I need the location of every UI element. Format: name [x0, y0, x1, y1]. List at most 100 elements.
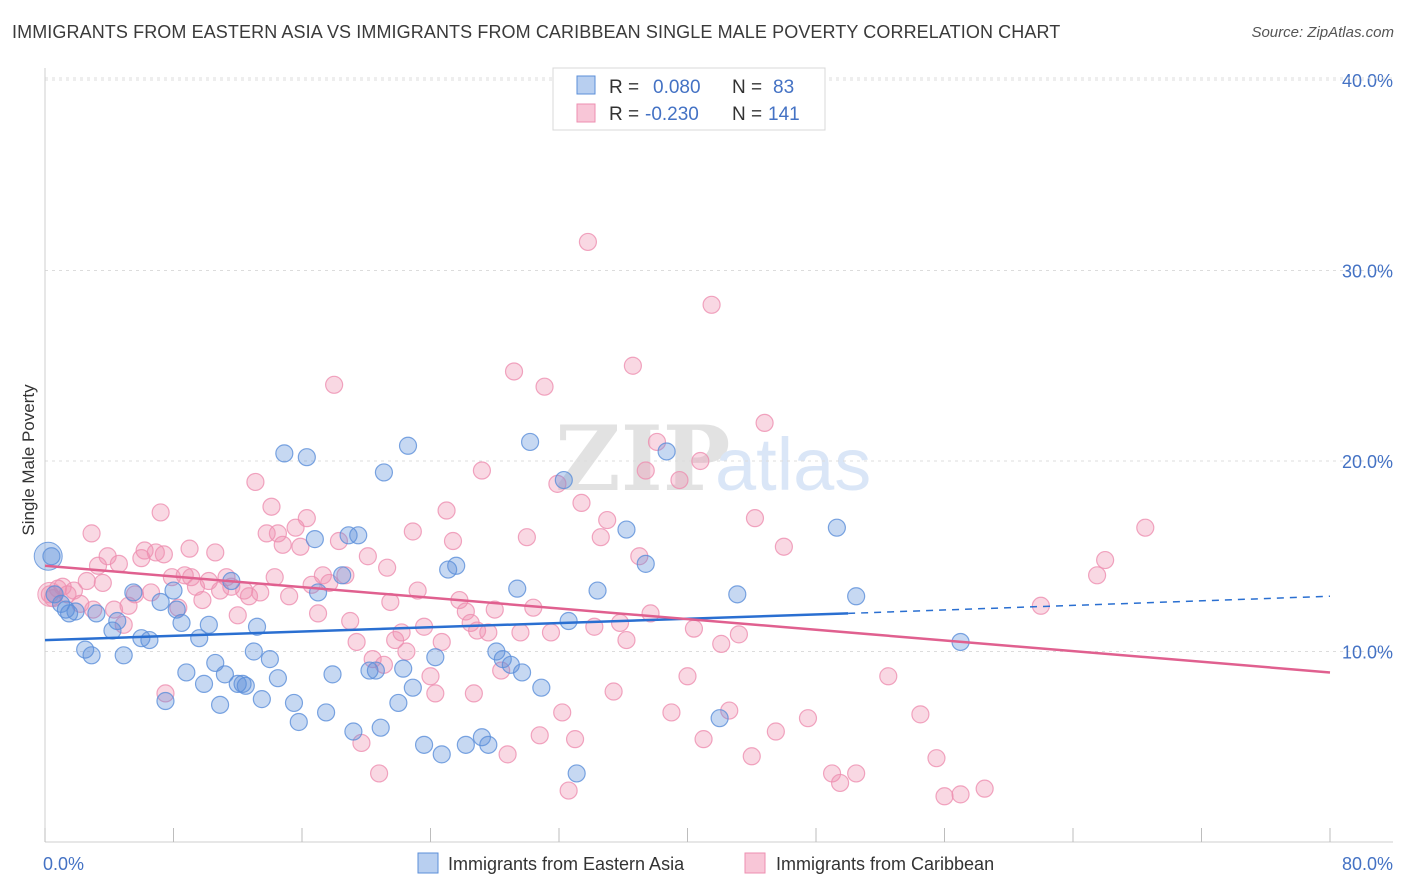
data-point — [262, 497, 281, 516]
data-point — [104, 600, 124, 619]
data-point — [394, 659, 413, 678]
data-point — [386, 630, 405, 650]
data-point — [135, 541, 154, 560]
y-tick-label: 40.0% — [1342, 71, 1393, 91]
data-point — [520, 432, 540, 452]
data-point — [720, 701, 739, 720]
data-point — [374, 463, 394, 482]
data-point-large — [33, 541, 63, 571]
data-point — [210, 695, 230, 714]
data-point — [308, 583, 328, 602]
data-point — [598, 510, 617, 530]
data-point-large — [37, 581, 63, 607]
data-point — [308, 604, 328, 623]
data-point — [275, 444, 294, 463]
data-point — [541, 623, 561, 642]
y-tick-label: 20.0% — [1342, 452, 1393, 472]
data-point — [755, 413, 774, 432]
data-point — [559, 611, 578, 631]
data-point — [456, 602, 475, 621]
data-point — [975, 779, 994, 798]
data-point — [647, 432, 667, 452]
data-point — [273, 535, 292, 554]
data-point — [297, 448, 316, 467]
data-point — [140, 630, 159, 650]
data-point — [1136, 518, 1155, 537]
data-point — [316, 703, 336, 722]
data-point — [935, 787, 954, 806]
data-point — [636, 461, 655, 480]
data-point — [349, 526, 368, 545]
grid-lines: 10.0% 20.0% 30.0% 40.0% — [45, 71, 1393, 663]
series-label-eastern-asia: Immigrants from Eastern Asia — [448, 854, 685, 874]
data-point — [517, 528, 536, 547]
data-point — [729, 625, 749, 644]
data-point — [313, 566, 332, 585]
data-point — [710, 709, 729, 728]
data-point — [1087, 566, 1107, 585]
data-point — [578, 232, 598, 252]
data-point — [472, 461, 491, 480]
data-point — [87, 604, 106, 623]
data-point — [323, 665, 342, 684]
series-legend: Immigrants from Eastern Asia Immigrants … — [417, 852, 994, 874]
data-point — [485, 600, 504, 619]
data-point — [397, 642, 416, 661]
data-point — [662, 703, 681, 722]
legend-n-value: 83 — [773, 77, 794, 98]
data-point — [108, 611, 127, 631]
data-point — [206, 543, 225, 562]
data-point — [297, 509, 316, 528]
chart-source: Source: ZipAtlas.com — [1251, 24, 1394, 41]
legend-n-label: N = — [732, 77, 762, 98]
data-point — [712, 634, 731, 653]
data-point — [194, 674, 214, 693]
data-point — [389, 693, 408, 713]
data-point — [437, 501, 456, 520]
series-label-caribbean: Immigrants from Caribbean — [776, 854, 994, 874]
legend-swatch-blue — [576, 75, 596, 95]
data-point — [244, 642, 263, 661]
data-point — [45, 585, 64, 604]
data-point — [252, 690, 271, 709]
data-point — [156, 684, 175, 703]
data-point — [847, 587, 866, 606]
data-point — [392, 623, 411, 642]
data-point — [199, 615, 218, 634]
y-axis-label: Single Male Poverty — [19, 384, 38, 536]
data-point — [154, 545, 173, 564]
data-point — [177, 663, 196, 682]
data-point — [951, 785, 970, 804]
data-point — [341, 611, 360, 631]
data-point — [443, 531, 463, 551]
data-point — [498, 745, 517, 764]
y-tick-label: 10.0% — [1342, 643, 1393, 663]
correlation-legend: R = 0.080 N = 83 R = -0.230 N = 141 — [552, 67, 826, 131]
data-point — [774, 537, 793, 556]
data-point — [156, 691, 175, 711]
data-point — [766, 722, 785, 741]
data-point — [745, 509, 765, 528]
data-point — [268, 524, 288, 543]
x-tick-label-min: 0.0% — [43, 854, 84, 874]
data-point — [408, 581, 427, 600]
data-point — [511, 623, 530, 642]
data-point — [151, 503, 170, 522]
data-point — [617, 520, 636, 539]
data-point — [403, 522, 422, 541]
data-point — [421, 667, 440, 686]
data-point — [378, 558, 397, 577]
data-point — [124, 583, 143, 602]
legend-r-value: 0.080 — [653, 77, 701, 98]
data-point — [508, 579, 527, 598]
data-point — [702, 295, 721, 314]
data-point — [691, 451, 710, 471]
data-point — [657, 442, 676, 461]
data-point — [360, 661, 379, 680]
data-point — [347, 632, 366, 652]
watermark: ZIP atlas — [555, 406, 871, 512]
data-point — [363, 650, 382, 669]
legend-r-label: R = — [609, 77, 639, 98]
data-point — [114, 646, 133, 665]
data-point — [492, 661, 511, 680]
